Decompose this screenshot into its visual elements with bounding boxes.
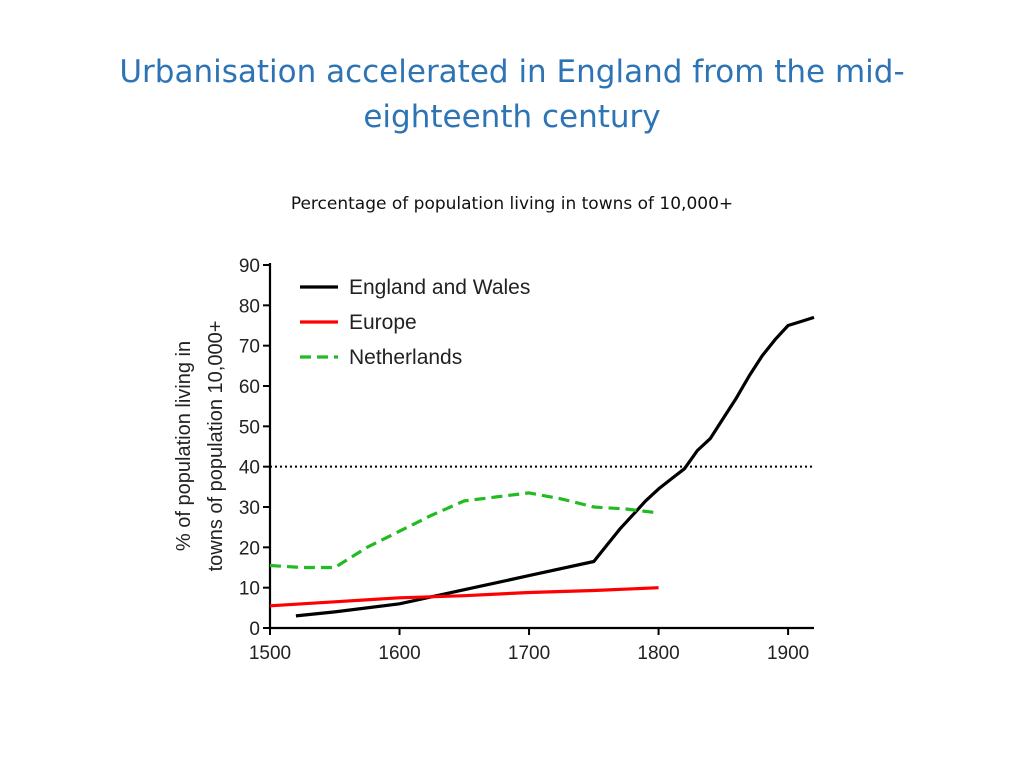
chart-subtitle: Percentage of population living in towns… bbox=[290, 194, 734, 214]
legend-label-europe: Europe bbox=[349, 311, 417, 334]
x-tick-label: 1900 bbox=[767, 643, 809, 664]
y-axis-label-line-1: % of population living in bbox=[173, 341, 195, 551]
y-tick-label: 80 bbox=[239, 296, 260, 317]
series-line-netherlands bbox=[269, 491, 659, 570]
legend-label-netherlands: Netherlands bbox=[349, 346, 462, 369]
legend-label-england-and-wales: England and Wales bbox=[349, 276, 530, 299]
series-line-europe bbox=[269, 586, 659, 608]
x-tick-label: 1700 bbox=[508, 643, 550, 664]
y-tick-label: 50 bbox=[239, 417, 260, 438]
y-tick-label: 30 bbox=[239, 498, 260, 519]
x-tick-label: 1500 bbox=[249, 643, 291, 664]
x-tick-label: 1600 bbox=[378, 643, 420, 664]
y-tick-label: 40 bbox=[239, 458, 260, 479]
y-tick-label: 70 bbox=[239, 337, 260, 358]
x-tick-label: 1800 bbox=[637, 643, 679, 664]
y-tick-label: 10 bbox=[239, 579, 260, 600]
y-axis-label: % of population living in towns of popul… bbox=[173, 321, 227, 572]
chart-axes: 0 10 20 30 40 50 60 70 80 90 1500 1600 1700 1800 1900 bbox=[239, 256, 814, 664]
y-axis-label-line-2: towns of population 10,000+ bbox=[205, 321, 227, 572]
y-tick-label: 20 bbox=[239, 538, 260, 559]
chart-legend: England and Wales Europe Netherlands bbox=[300, 276, 530, 369]
series-line-england-and-wales bbox=[295, 315, 815, 618]
y-tick-label: 60 bbox=[239, 377, 260, 398]
series-lines bbox=[269, 315, 815, 618]
slide-title: Urbanisation accelerated in England from… bbox=[119, 54, 905, 135]
y-tick-label: 90 bbox=[239, 256, 260, 277]
y-tick-label: 0 bbox=[249, 619, 260, 640]
